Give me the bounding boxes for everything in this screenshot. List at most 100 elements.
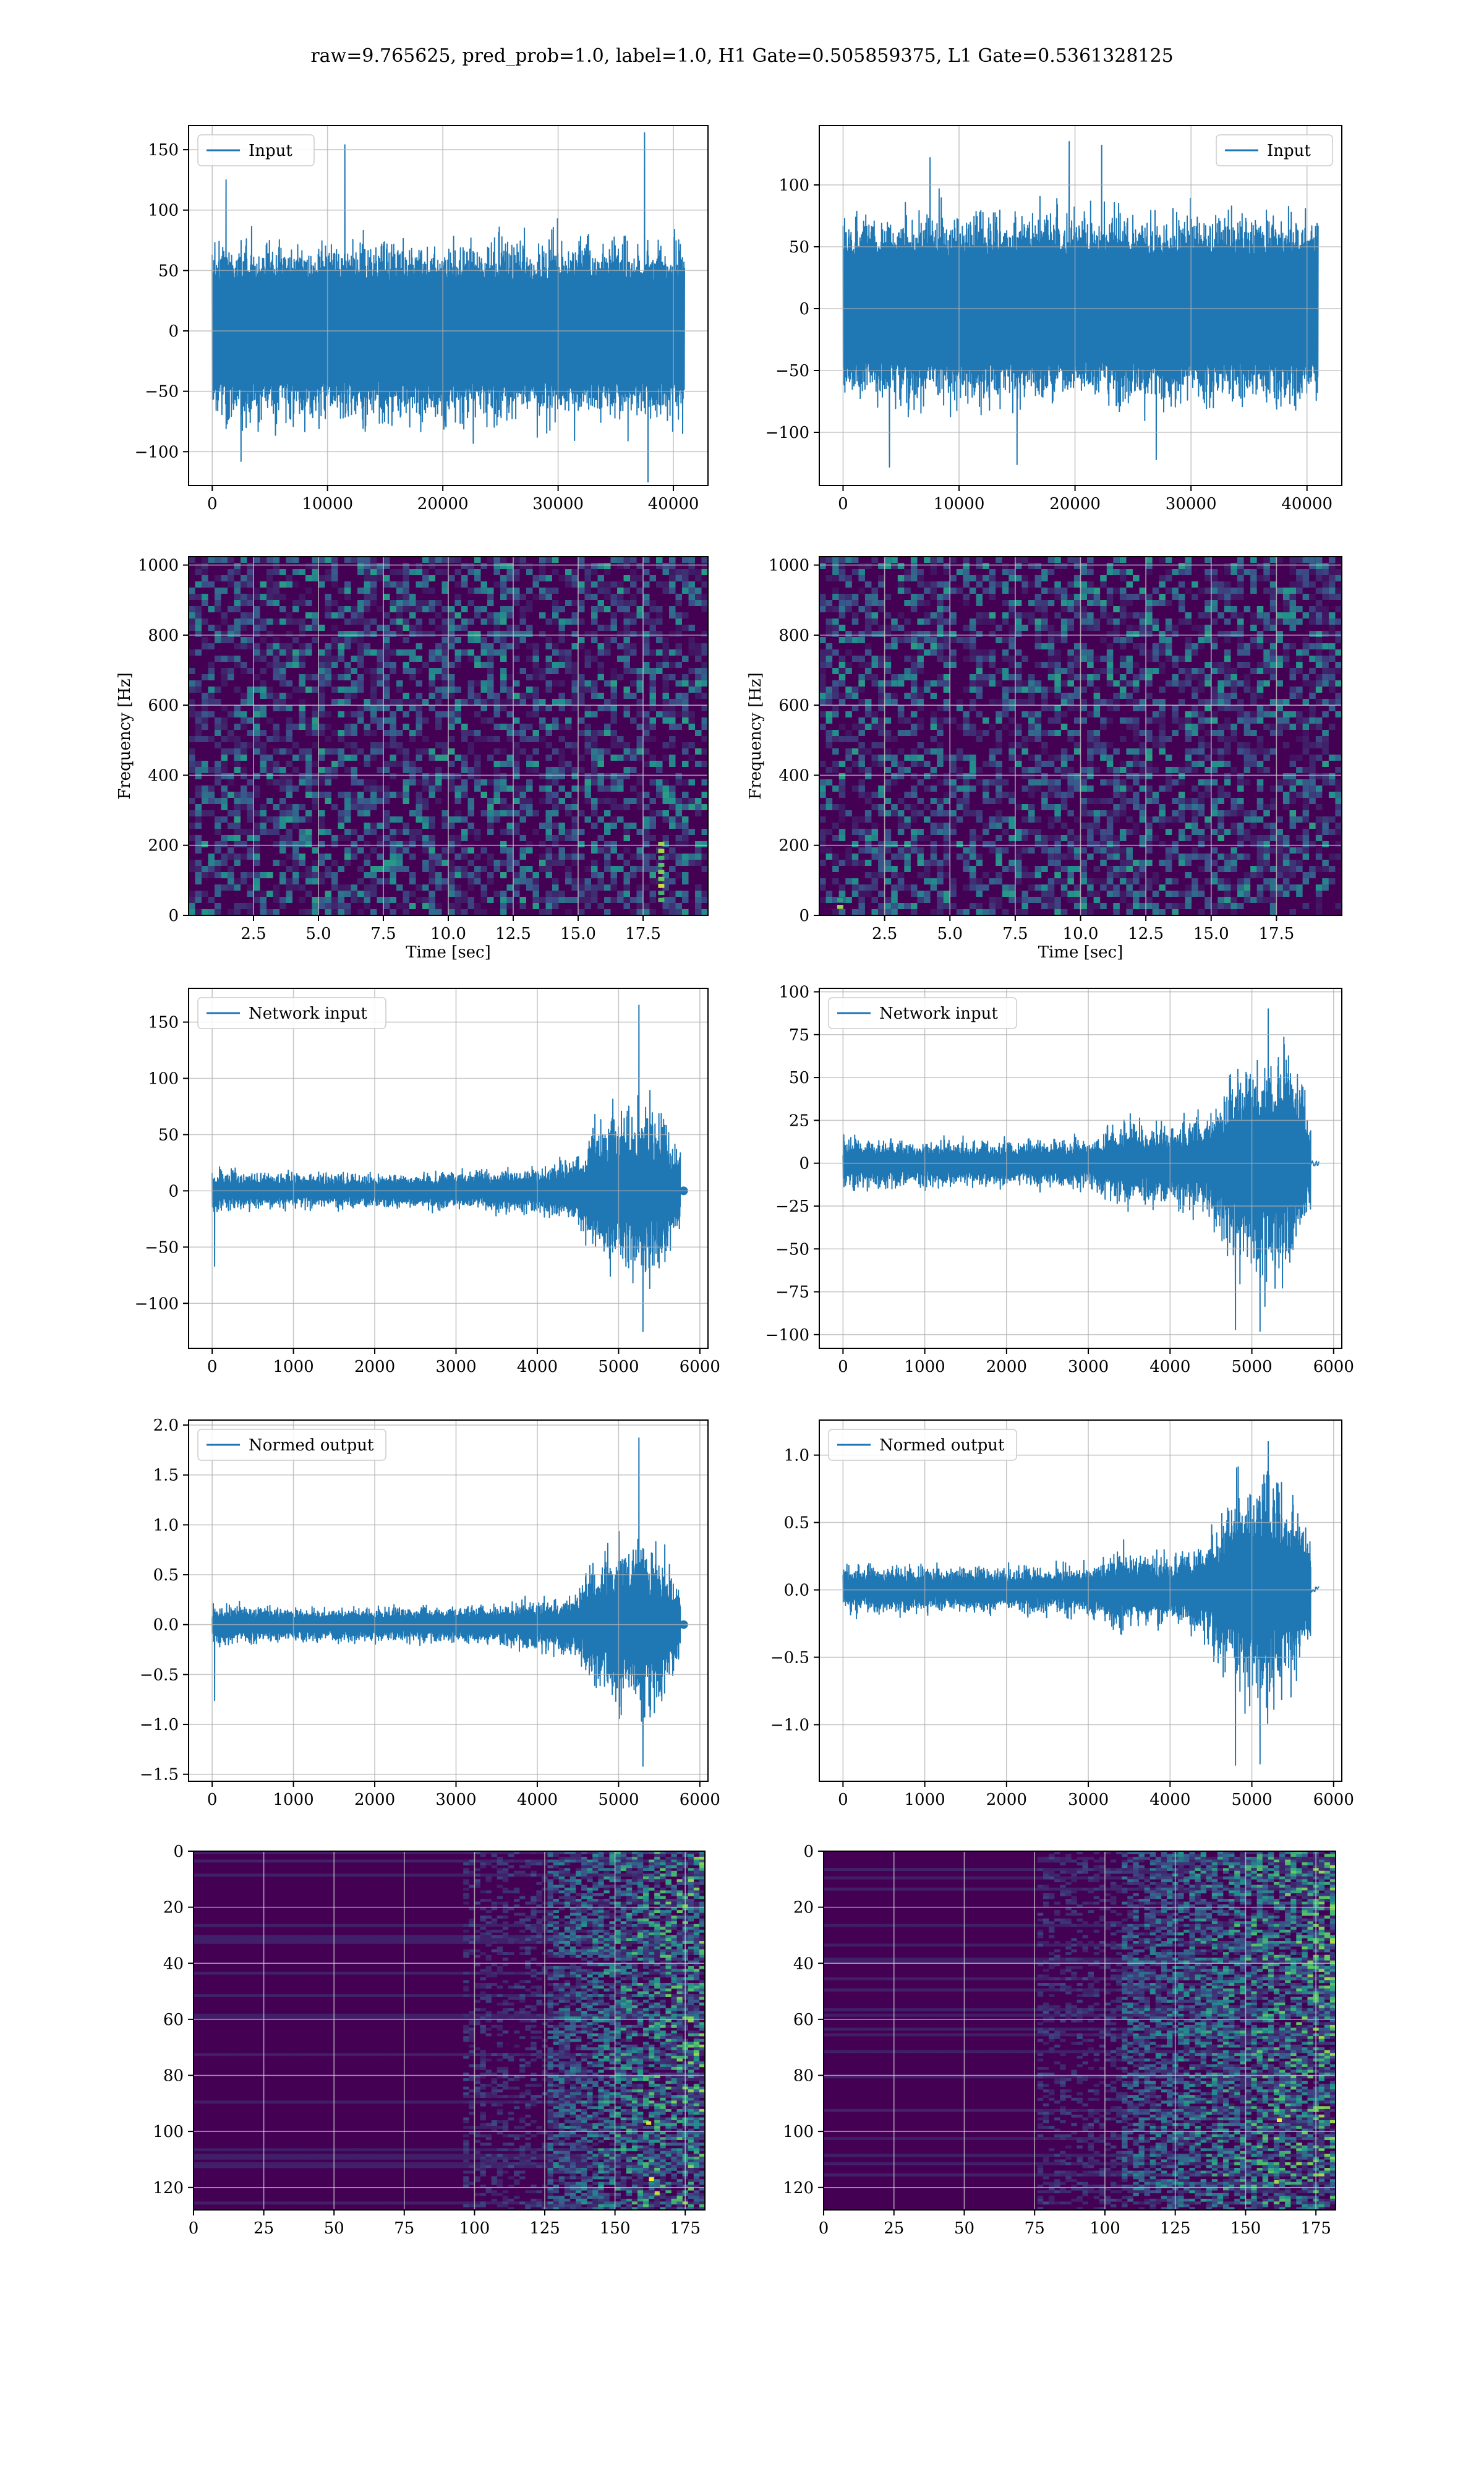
spectrogram-left-cell [597,588,604,594]
spectrogram-right-cell [904,637,911,643]
spectrogram-left-cell [604,866,611,872]
spectrogram-left-cell [682,854,689,860]
spectrogram-right-cell [1047,816,1055,823]
spectrogram-left-cell [318,724,325,730]
spectrogram-right-cell [956,767,963,773]
spectrogram-left-cell [604,637,611,643]
spectrogram-left-cell [441,588,448,594]
spectrogram-left-cell [591,656,598,662]
spectrogram-left-cell [435,569,442,575]
spectrogram-right-cell [910,792,918,798]
spectrogram-left-cell [526,785,533,792]
spectrogram-right-cell [1282,860,1290,866]
spectrogram-right-cell [1073,854,1081,860]
spectrogram-right-cell [1073,779,1081,785]
spectrogram-left-cell [195,761,202,767]
spectrogram-right-cell [983,841,989,847]
spectrogram-left-cell [383,717,390,724]
spectrogram-right-cell [1224,569,1231,575]
spectrogram-right-cell [1028,600,1035,606]
spectrogram-left-cell [254,847,260,854]
spectrogram-left-cell [649,693,656,699]
spectrogram-right-cell [1302,649,1310,656]
spectrogram-left-cell [701,909,708,915]
spectrogram-right-cell [1217,810,1224,816]
spectrogram-left-cell [597,668,604,674]
spectrogram-left-cell [370,823,377,829]
spectrogram-left-cell [682,588,689,594]
spectrogram-right-cell [1224,588,1231,594]
spectrogram-left-cell [221,767,228,773]
spectrogram-left-cell [532,891,539,897]
spectrogram-right-cell [891,557,898,563]
spectrogram-left-cell [675,804,682,810]
spectrogram-left-cell [325,649,331,656]
spectrogram-left-cell [513,884,520,891]
spectrogram-left-cell [591,711,598,717]
spectrogram-left-cell [649,835,656,841]
spectrogram-right-cell [1302,785,1310,792]
spectrogram-left-cell [409,600,416,606]
spectrogram-left-cell [448,909,455,915]
spectrogram-left-cell [591,637,598,643]
input-right-x-tick-label: 30000 [1166,495,1217,513]
spectrogram-left-cell [688,804,695,810]
spectrogram-right-cell [851,631,859,637]
spectrogram-left-cell [617,736,624,742]
spectrogram-right-cell [891,779,898,785]
spectrogram-right-cell [930,724,937,730]
spectrogram-left-cell [474,829,481,835]
spectrogram-right-cell [1100,860,1107,866]
spectrogram-left-cell [279,618,286,625]
spectrogram-left-cell [545,854,552,860]
spectrogram-right-cell [1034,563,1042,569]
spectrogram-left-cell [377,866,383,872]
spectrogram-left-cell [682,878,689,884]
spectrogram-left-cell [454,891,461,897]
spectrogram-right-cell [1224,773,1231,779]
spectrogram-left-cell [532,730,539,736]
spectrogram-left-cell [260,748,267,755]
spectrogram-left-cell [617,742,624,748]
spectrogram-left-cell [195,724,202,730]
spectrogram-right-cell [1009,891,1015,897]
spectrogram-left-cell [403,785,409,792]
spectrogram-right-cell [819,829,826,835]
spectrogram-right-cell [1276,866,1283,872]
spectrogram-left-cell [254,625,260,631]
spectrogram-right-cell [1087,594,1094,600]
spectrogram-right-cell [1243,835,1251,841]
spectrogram-left-cell [565,742,572,748]
spectrogram-right-cell [969,847,976,854]
spectrogram-left-cell [467,897,474,903]
spectrogram-left-cell [364,699,370,705]
spectrogram-left-cell [701,761,708,767]
spectrogram-left-cell [584,742,591,748]
spectrogram-left-cell [273,581,279,588]
spectrogram-left-cell [364,860,370,866]
spectrogram-right-cell [1250,816,1257,823]
spectrogram-right-cell [845,897,852,903]
spectrogram-right-cell [1185,823,1192,829]
spectrogram-right-cell [930,557,937,563]
spectrogram-left-cell [669,909,676,915]
spectrogram-right-cell [871,711,879,717]
spectrogram-right-cell [1080,687,1088,693]
spectrogram-left-cell [241,625,247,631]
spectrogram-left-cell [215,717,221,724]
spectrogram-right-cell [1087,569,1094,575]
spectrogram-left-cell [506,693,513,699]
spectrogram-left-cell [545,792,552,798]
spectrogram-left-cell [500,594,507,600]
spectrogram-left-cell [189,835,195,841]
spectrogram-left-cell [416,625,422,631]
spectrogram-left-cell [416,829,422,835]
spectrogram-left-cell [228,656,234,662]
spectrogram-left-cell [435,674,442,680]
spectrogram-left-cell [390,730,396,736]
spectrogram-left-cell [202,600,208,606]
spectrogram-left-cell [234,569,241,575]
spectrogram-right-cell [969,761,976,767]
spectrogram-left-cell [656,878,663,884]
spectrogram-left-cell [370,785,377,792]
